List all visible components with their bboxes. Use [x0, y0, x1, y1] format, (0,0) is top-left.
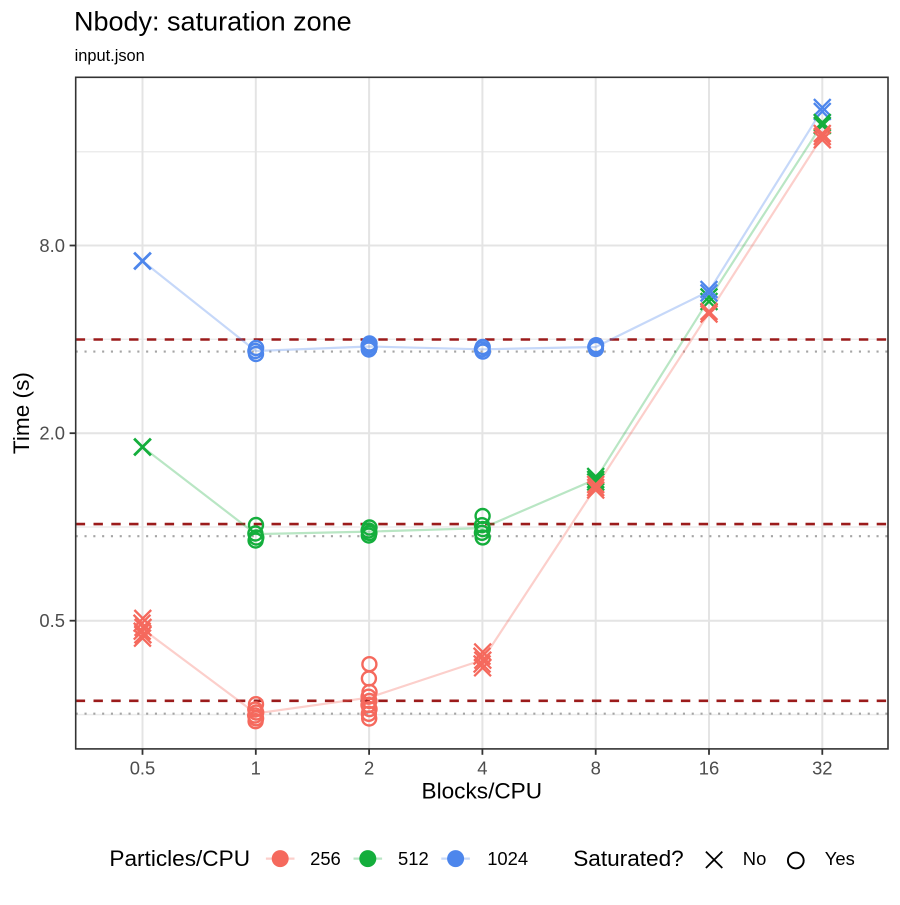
svg-text:input.json: input.json: [75, 47, 145, 65]
svg-text:0.5: 0.5: [130, 757, 156, 778]
svg-text:Blocks/CPU: Blocks/CPU: [422, 778, 543, 803]
svg-text:Time (s): Time (s): [9, 372, 34, 454]
svg-text:1024: 1024: [487, 848, 528, 869]
svg-text:Saturated?: Saturated?: [573, 846, 684, 871]
svg-text:0.5: 0.5: [39, 610, 65, 631]
svg-text:8: 8: [591, 757, 601, 778]
svg-text:512: 512: [398, 848, 429, 869]
svg-text:No: No: [743, 848, 767, 869]
svg-text:Yes: Yes: [825, 848, 855, 869]
svg-text:2: 2: [364, 757, 374, 778]
svg-text:16: 16: [699, 757, 719, 778]
svg-text:1: 1: [251, 757, 261, 778]
svg-text:2.0: 2.0: [39, 423, 65, 444]
svg-text:8.0: 8.0: [39, 235, 65, 256]
svg-text:Particles/CPU: Particles/CPU: [109, 846, 250, 871]
svg-text:Nbody: saturation zone: Nbody: saturation zone: [74, 6, 352, 36]
svg-text:4: 4: [477, 757, 487, 778]
svg-text:32: 32: [812, 757, 832, 778]
svg-text:256: 256: [310, 848, 341, 869]
